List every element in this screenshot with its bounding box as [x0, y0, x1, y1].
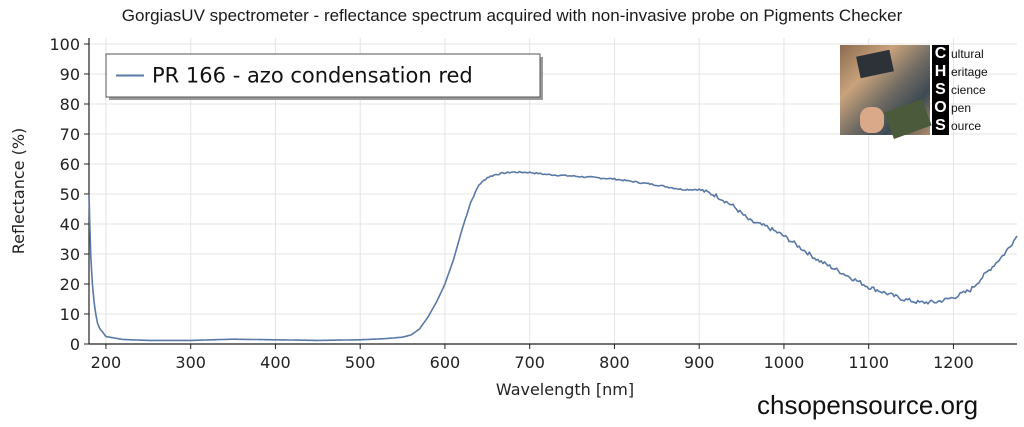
y-tick-label: 50 [60, 185, 80, 204]
chart-title: GorgiasUV spectrometer - reflectance spe… [121, 6, 903, 25]
logo-letter: S [935, 81, 946, 98]
logo-letter: C [934, 45, 947, 62]
tick-labels: 0 10 20 30 40 50 60 70 80 90 100 200 300 400 500 600 700… [49, 35, 973, 372]
logo-letter: O [934, 99, 947, 116]
y-tick-label: 40 [60, 215, 80, 234]
x-tick-label: 500 [345, 353, 376, 372]
series-line-0 [88, 170, 1018, 342]
axes [88, 38, 1017, 345]
logo-words: ultural eritage cience pen ource [951, 45, 988, 135]
y-tick-label: 0 [70, 335, 80, 354]
logo-word: ultural [951, 47, 984, 61]
x-tick-label: 1000 [764, 353, 805, 372]
x-tick-label: 900 [684, 353, 715, 372]
x-tick-label: 300 [175, 353, 206, 372]
legend-entry-label: PR 166 - azo condensation red [152, 64, 473, 88]
x-tick-label: 700 [514, 353, 545, 372]
logo-word: ource [951, 119, 982, 133]
chsos-logo: C H S O S ultural eritage cience pen our… [840, 45, 1000, 139]
logo-letter: H [934, 63, 947, 80]
y-tick-label: 60 [60, 155, 80, 174]
x-tick-label: 400 [260, 353, 291, 372]
y-tick-label: 70 [60, 125, 80, 144]
x-tick-label: 600 [430, 353, 461, 372]
y-tick-label: 20 [60, 275, 80, 294]
x-tick-label: 1100 [848, 353, 889, 372]
logo-letters: C H S O S [932, 45, 949, 135]
y-tick-label: 80 [60, 95, 80, 114]
x-tick-label: 800 [599, 353, 630, 372]
x-tick-label: 1200 [933, 353, 974, 372]
logo-photo [840, 45, 932, 139]
logo-word: cience [951, 83, 986, 97]
x-tick-label: 200 [91, 353, 122, 372]
y-axis-label: Reflectance (%) [9, 128, 28, 255]
logo-word: eritage [951, 65, 988, 79]
logo-word: pen [951, 101, 972, 115]
x-axis-label: Wavelength [nm] [496, 380, 634, 399]
y-tick-label: 10 [60, 305, 80, 324]
website-url: chsopensource.org [757, 390, 979, 420]
series-layer [88, 170, 1018, 342]
legend: PR 166 - azo condensation red [105, 53, 543, 100]
y-tick-label: 100 [49, 35, 80, 54]
logo-letter: S [935, 117, 946, 134]
legend-box [105, 53, 541, 98]
y-tick-label: 90 [60, 65, 80, 84]
y-tick-label: 30 [60, 245, 80, 264]
